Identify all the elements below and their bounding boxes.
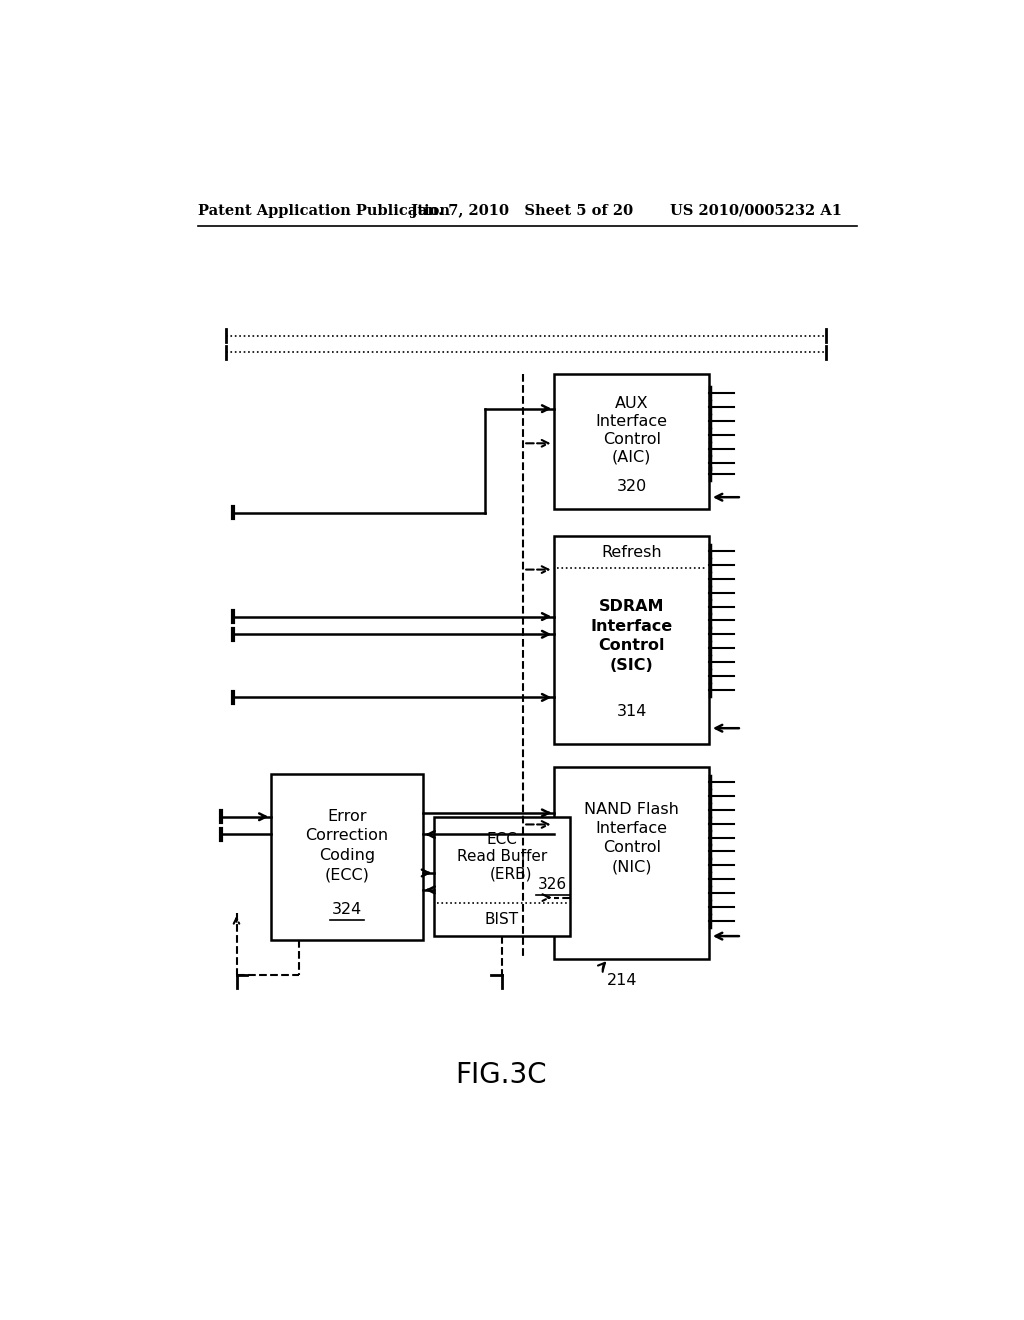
Text: 324: 324 <box>332 902 362 916</box>
Text: Interface: Interface <box>596 821 668 836</box>
Text: Read Buffer: Read Buffer <box>457 849 547 865</box>
Bar <box>554 767 710 960</box>
Text: Coding: Coding <box>318 847 375 863</box>
Text: ECC: ECC <box>486 833 517 847</box>
Text: 320: 320 <box>616 479 647 494</box>
Text: Interface: Interface <box>596 414 668 429</box>
Bar <box>434 817 569 936</box>
Text: Control: Control <box>603 840 660 855</box>
Text: NAND Flash: NAND Flash <box>585 801 679 817</box>
Text: Control: Control <box>598 639 665 653</box>
Text: US 2010/0005232 A1: US 2010/0005232 A1 <box>671 203 843 218</box>
Text: 326: 326 <box>539 876 567 892</box>
Text: 314: 314 <box>616 704 647 719</box>
Text: 214: 214 <box>607 973 638 989</box>
Text: SDRAM: SDRAM <box>599 599 665 614</box>
Text: AUX: AUX <box>615 396 648 411</box>
Text: (ECC): (ECC) <box>325 867 370 882</box>
Text: (AIC): (AIC) <box>612 450 651 465</box>
Text: (ERB): (ERB) <box>490 866 532 882</box>
Text: Patent Application Publication: Patent Application Publication <box>198 203 450 218</box>
Text: Jan. 7, 2010   Sheet 5 of 20: Jan. 7, 2010 Sheet 5 of 20 <box>411 203 633 218</box>
Text: FIG.3C: FIG.3C <box>456 1061 548 1089</box>
Bar <box>271 775 423 940</box>
Text: Control: Control <box>603 432 660 447</box>
Bar <box>554 536 710 743</box>
Text: Error: Error <box>328 809 367 824</box>
Text: Correction: Correction <box>305 829 388 843</box>
Text: Refresh: Refresh <box>601 545 663 560</box>
Text: BIST: BIST <box>485 912 519 927</box>
Bar <box>554 374 710 508</box>
Text: Interface: Interface <box>591 619 673 634</box>
Text: (NIC): (NIC) <box>611 859 652 874</box>
Text: (SIC): (SIC) <box>610 657 653 673</box>
FancyArrowPatch shape <box>598 962 605 972</box>
